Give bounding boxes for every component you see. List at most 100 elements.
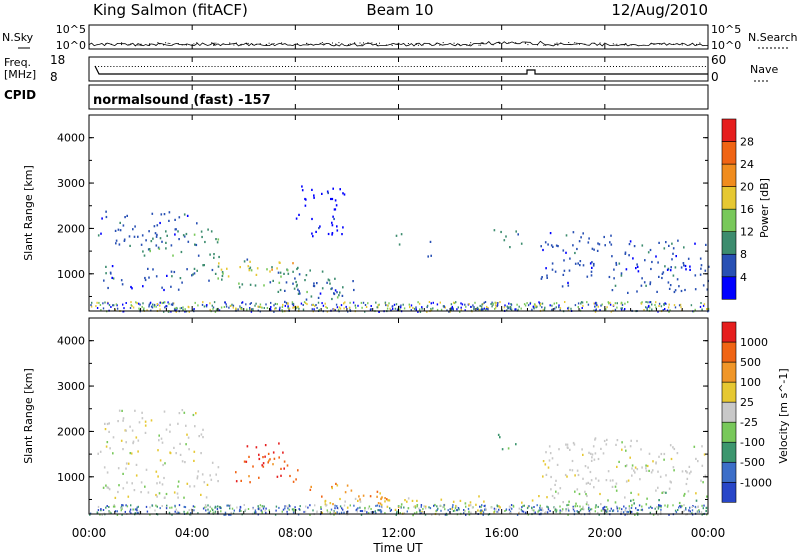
noise-search-dot <box>196 42 198 44</box>
noise-tick-high-left: 10^5 <box>56 23 86 36</box>
near-range-cell-0 <box>474 301 476 304</box>
near-range-cell-1 <box>230 511 232 514</box>
scatter-cell-0-10 <box>615 261 617 265</box>
near-range-cell-1 <box>285 505 287 508</box>
nave-dot <box>646 66 648 67</box>
scatter-cell-0-10 <box>647 251 650 254</box>
scatter-cell-1-9 <box>634 471 636 474</box>
near-range-cell-0 <box>559 307 562 310</box>
scatter-cell-1-5 <box>384 500 386 503</box>
scatter-cell-0-4 <box>276 267 278 270</box>
near-range-cell-0 <box>595 305 597 308</box>
near-range-cell-1 <box>326 509 328 512</box>
noise-search-dot <box>110 43 112 45</box>
scatter-cell-1-3 <box>264 455 266 458</box>
scatter-cell-0-0 <box>159 221 161 225</box>
near-range-cell-0 <box>599 309 601 312</box>
near-range-cell-1 <box>259 504 262 507</box>
scatter-cell-0-10 <box>591 247 594 250</box>
near-range-cell-1 <box>124 510 126 513</box>
near-range-cell-0 <box>614 308 617 311</box>
scatter-cell-1-4 <box>310 485 312 488</box>
near-range-cell-0 <box>291 303 294 306</box>
scatter-cell-1-6 <box>423 505 425 508</box>
nave-dot <box>563 66 565 67</box>
near-range-cell-0 <box>326 307 328 309</box>
near-range-cell-0 <box>539 302 542 305</box>
near-range-cell-1 <box>208 511 210 514</box>
nave-dot <box>560 66 562 67</box>
near-range-cell-0 <box>473 308 475 310</box>
near-range-cell-1 <box>660 504 662 507</box>
scatter-cell-0-3 <box>336 296 339 299</box>
near-range-cell-0 <box>354 304 356 307</box>
near-range-cell-1 <box>658 504 660 507</box>
noise-search-dot <box>229 42 231 44</box>
noise-search-dot <box>515 42 517 44</box>
noise-search-dot <box>537 44 538 46</box>
near-range-cell-1 <box>188 509 190 512</box>
scatter-cell-0-0 <box>186 214 189 217</box>
scatter-cell-1-5 <box>334 512 337 515</box>
near-range-cell-0 <box>345 305 347 308</box>
scatter-cell-0-10 <box>593 248 595 251</box>
noise-search-dot <box>579 43 580 45</box>
scatter-cell-1-9 <box>590 479 593 482</box>
scatter-cell-1-0 <box>104 422 106 425</box>
scatter-cell-0-3 <box>193 267 196 270</box>
near-range-cell-1 <box>211 507 213 510</box>
near-range-cell-0 <box>444 306 446 309</box>
scatter-cell-0-11 <box>563 269 566 272</box>
scatter-cell-1-5 <box>357 499 359 502</box>
near-range-cell-0 <box>481 303 483 306</box>
scatter-cell-1-5 <box>394 508 397 511</box>
near-range-cell-0 <box>250 302 252 304</box>
scatter-cell-1-5 <box>479 512 482 515</box>
scatter-cell-0-4 <box>292 262 294 265</box>
scatter-cell-0-1 <box>130 285 132 289</box>
noise-search-dot <box>385 44 387 46</box>
near-range-cell-0 <box>241 301 243 304</box>
scatter-cell-1-10 <box>575 502 577 505</box>
scatter-cell-1-8 <box>652 460 654 463</box>
near-range-cell-1 <box>594 506 597 509</box>
scatter-cell-1-5 <box>477 509 479 512</box>
near-range-cell-1 <box>320 506 322 509</box>
near-range-cell-1 <box>342 508 344 511</box>
near-range-cell-0 <box>278 308 281 311</box>
near-range-cell-1 <box>431 513 433 516</box>
near-range-cell-0 <box>159 301 161 304</box>
noise-search-dot <box>130 43 132 45</box>
scatter-cell-0-3 <box>272 279 274 282</box>
near-range-cell-0 <box>295 307 297 310</box>
near-range-cell-1 <box>626 510 628 513</box>
near-range-cell-0 <box>417 301 419 304</box>
near-range-cell-0 <box>426 306 428 309</box>
near-range-cell-0 <box>98 301 100 304</box>
scatter-cell-1-5 <box>546 496 548 499</box>
scatter-cell-1-8 <box>631 464 634 467</box>
near-range-cell-0 <box>655 301 657 304</box>
near-range-cell-0 <box>370 308 372 311</box>
scatter-cell-1-7 <box>501 448 504 451</box>
scatter-cell-1-0 <box>106 422 109 426</box>
near-range-cell-1 <box>257 505 259 508</box>
scatter-cell-1-0 <box>161 441 164 444</box>
near-range-cell-0 <box>344 301 346 304</box>
scatter-cell-0-6 <box>341 233 343 236</box>
nave-dot <box>272 66 274 67</box>
near-range-cell-1 <box>294 506 296 509</box>
scatter-cell-1-8 <box>551 457 554 460</box>
scatter-cell-1-0 <box>134 409 136 412</box>
scatter-cell-0-6 <box>315 230 317 233</box>
scatter-cell-0-10 <box>641 244 644 247</box>
scatter-cell-1-1 <box>155 470 158 473</box>
noise-search-dot <box>229 43 231 45</box>
near-range-cell-0 <box>201 303 204 306</box>
near-range-cell-1 <box>576 510 578 513</box>
scatter-cell-0-5 <box>285 281 288 284</box>
scatter-cell-1-9 <box>702 481 704 484</box>
colorbar-swatch-3 <box>721 208 737 233</box>
scatter-cell-0-0 <box>123 239 126 242</box>
scatter-cell-1-0 <box>165 428 168 431</box>
